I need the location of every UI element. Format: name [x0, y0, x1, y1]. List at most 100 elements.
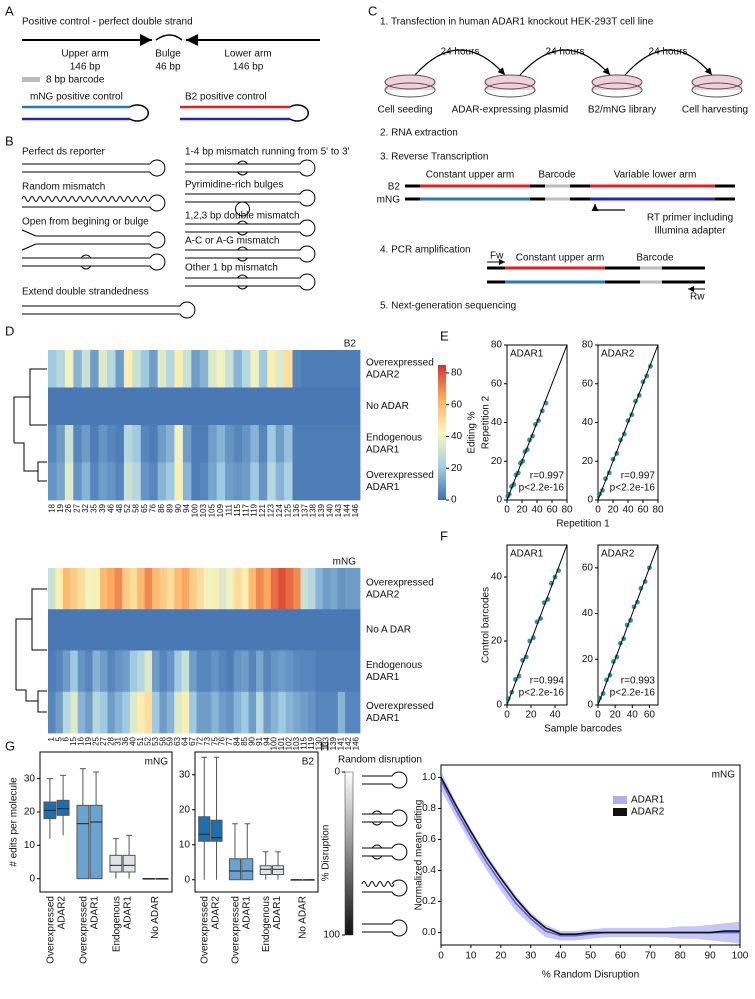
- heatmap-cell: [278, 650, 287, 693]
- heatmap-cell: [70, 650, 79, 693]
- heatmap-cell: [123, 425, 133, 463]
- tick-label: 10: [179, 839, 191, 850]
- heatmap-cell: [115, 425, 125, 463]
- identity-line: [597, 344, 659, 501]
- annotation: r=0.997: [530, 471, 565, 482]
- dishes: [384, 74, 743, 98]
- heatmap-cell: [107, 691, 116, 734]
- panel-label: A: [5, 3, 14, 18]
- heatmap-cell: [149, 425, 159, 463]
- column-label: 91: [255, 736, 264, 745]
- hairpin: [185, 245, 316, 263]
- column-label: 136: [292, 503, 301, 517]
- line: [440, 777, 740, 935]
- chart-title: mNG: [145, 757, 169, 768]
- heatmap-cell: [241, 568, 249, 610]
- heatmap-cell: [263, 609, 272, 651]
- heatmap-cell: [345, 568, 353, 610]
- hairpin: [362, 843, 408, 861]
- heatmap-cell: [114, 568, 123, 610]
- heatmap-cell: [352, 650, 361, 693]
- tick-label: 80: [451, 368, 463, 379]
- heatmap-cell: [174, 691, 183, 734]
- heatmap-cell: [322, 609, 331, 651]
- tick-label: 0: [29, 873, 35, 884]
- column-label: 64: [181, 736, 190, 745]
- heatmap-cell: [152, 691, 160, 734]
- heatmap-cell: [114, 691, 123, 734]
- column-label: 119: [250, 503, 259, 516]
- heatmap-cell: [300, 650, 309, 693]
- heatmap-cell: [233, 691, 242, 734]
- legend-label: ADAR2: [631, 807, 665, 818]
- mismatch: [237, 274, 248, 290]
- column-label: 124: [275, 503, 284, 517]
- row-label: ADAR1: [366, 444, 400, 455]
- column-label: 16: [77, 736, 86, 745]
- heatmap-cell: [159, 650, 168, 693]
- legend-swatch: [613, 796, 627, 804]
- tick-label: 50: [585, 951, 597, 962]
- heatmap-cell: [191, 462, 201, 501]
- column-label: 100: [270, 736, 279, 750]
- heatmap-cell: [337, 691, 346, 734]
- heatmap-cell: [81, 387, 91, 426]
- panel-label: B: [5, 133, 14, 148]
- heatmap-cell: [100, 650, 108, 693]
- heatmap-cell: [241, 691, 249, 734]
- heatmap-cell: [226, 568, 235, 610]
- column-label: 142: [344, 736, 353, 750]
- column-label: 52: [123, 503, 132, 512]
- heatmap-cell: [174, 609, 183, 651]
- tick-label: 20: [610, 710, 622, 721]
- column-label: 73: [203, 736, 212, 745]
- box: [241, 858, 254, 881]
- column-label: 65: [140, 503, 149, 512]
- heatmap-cell: [211, 568, 220, 610]
- arrow: [624, 49, 713, 76]
- annotation: p<2.2e-16: [519, 688, 565, 699]
- box: [259, 865, 272, 875]
- heatmap-cell: [343, 350, 352, 388]
- heatmap-cell: [208, 425, 218, 463]
- hairpins: [21, 159, 408, 937]
- tick-label: 20: [525, 710, 537, 721]
- heatmap-cell: [241, 350, 251, 388]
- heatmap-cell: [140, 425, 150, 463]
- category-label: Overexpressed: [79, 896, 90, 964]
- annotation: r=0.997: [621, 471, 656, 482]
- tick-label: 0: [595, 710, 601, 721]
- heatmap-cell: [334, 350, 344, 388]
- tick-label: 0.8: [422, 803, 436, 814]
- heatmap-cell: [64, 387, 74, 426]
- row-label: ADAR2: [366, 589, 400, 600]
- heatmap-cell: [343, 462, 352, 501]
- column-label: 86: [157, 503, 166, 512]
- heatmap-cell: [157, 462, 167, 501]
- heatmap-cell: [98, 350, 108, 388]
- heatmap-cell: [284, 387, 293, 426]
- heatmap-cell: [293, 691, 301, 734]
- heatmap-cell: [166, 650, 175, 693]
- heatmap-cell: [55, 650, 64, 693]
- heatmap-cell: [174, 650, 183, 693]
- arrow: [519, 49, 611, 76]
- heatmap-cell: [330, 691, 339, 734]
- heatmap-cell: [191, 350, 201, 388]
- heatmap-cell: [263, 568, 272, 610]
- identity-line: [506, 344, 568, 501]
- heatmap-cell: [233, 609, 242, 651]
- heatmap-cell: [309, 387, 319, 426]
- column-label: 146: [351, 736, 360, 750]
- heatmap-cell: [351, 462, 361, 501]
- mismatch: [80, 254, 92, 270]
- heatmap-cell: [334, 462, 344, 501]
- heatmap-cell: [140, 387, 150, 426]
- heatmap-cell: [132, 462, 142, 501]
- heatmap-cell: [199, 350, 209, 388]
- row-label: Overexpressed: [366, 577, 434, 588]
- heatmap-cell: [256, 691, 264, 734]
- label: Extend double strandedness: [22, 287, 149, 298]
- heatmap-cell: [123, 387, 133, 426]
- column-label: 75: [210, 736, 219, 745]
